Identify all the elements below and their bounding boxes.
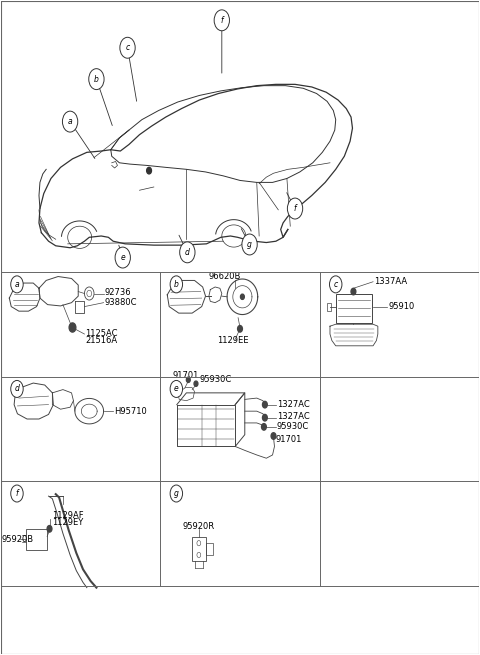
Circle shape <box>11 485 23 502</box>
Circle shape <box>351 288 356 295</box>
Text: 95920R: 95920R <box>183 521 215 531</box>
Text: 95910: 95910 <box>388 302 415 311</box>
Circle shape <box>120 37 135 58</box>
Text: c: c <box>125 43 130 52</box>
Circle shape <box>89 69 104 90</box>
Circle shape <box>115 247 131 268</box>
Text: H95710: H95710 <box>114 407 147 416</box>
Text: d: d <box>185 248 190 257</box>
Text: a: a <box>68 117 72 126</box>
Text: f: f <box>294 204 296 213</box>
Circle shape <box>69 323 76 332</box>
Circle shape <box>263 415 267 421</box>
Text: a: a <box>15 280 19 289</box>
Circle shape <box>242 234 257 255</box>
Circle shape <box>263 402 267 408</box>
Text: f: f <box>220 16 223 25</box>
Circle shape <box>271 433 276 440</box>
Text: b: b <box>94 75 99 84</box>
Bar <box>205 543 213 555</box>
Text: 91701: 91701 <box>276 436 302 445</box>
Circle shape <box>147 168 152 174</box>
Circle shape <box>238 326 242 332</box>
Text: 91701: 91701 <box>173 371 199 381</box>
Circle shape <box>11 276 23 293</box>
Circle shape <box>214 10 229 31</box>
Circle shape <box>47 525 52 532</box>
Circle shape <box>62 111 78 132</box>
Text: 1327AC: 1327AC <box>277 400 310 409</box>
Text: 95930C: 95930C <box>277 422 309 431</box>
Text: 1327AC: 1327AC <box>277 412 310 421</box>
Text: 95930C: 95930C <box>199 375 231 384</box>
Text: e: e <box>120 253 125 262</box>
Text: c: c <box>334 280 338 289</box>
Text: 1129EE: 1129EE <box>217 336 249 345</box>
Circle shape <box>180 242 195 263</box>
Text: 92736: 92736 <box>105 288 131 297</box>
Text: 21516A: 21516A <box>85 336 118 345</box>
Text: 96620B: 96620B <box>208 272 241 281</box>
Bar <box>336 293 372 323</box>
Text: 95920B: 95920B <box>1 534 34 544</box>
Text: 1337AA: 1337AA <box>374 277 407 286</box>
Circle shape <box>170 381 182 398</box>
Circle shape <box>170 276 182 293</box>
Bar <box>192 536 205 561</box>
Circle shape <box>240 294 244 299</box>
Bar <box>25 529 47 550</box>
Circle shape <box>186 377 190 383</box>
Text: g: g <box>247 240 252 249</box>
Circle shape <box>194 381 198 386</box>
Text: 1129AF: 1129AF <box>52 511 84 519</box>
Circle shape <box>11 381 23 398</box>
Text: f: f <box>16 489 18 498</box>
Circle shape <box>329 276 342 293</box>
Circle shape <box>170 485 182 502</box>
Circle shape <box>288 198 303 219</box>
Text: g: g <box>174 489 179 498</box>
Text: 1129EY: 1129EY <box>52 517 83 527</box>
Text: d: d <box>14 384 19 394</box>
Circle shape <box>262 424 266 430</box>
Text: b: b <box>174 280 179 289</box>
Bar <box>327 303 331 310</box>
Text: 93880C: 93880C <box>105 297 137 307</box>
Text: 1125AC: 1125AC <box>85 329 118 338</box>
Text: e: e <box>174 384 179 394</box>
